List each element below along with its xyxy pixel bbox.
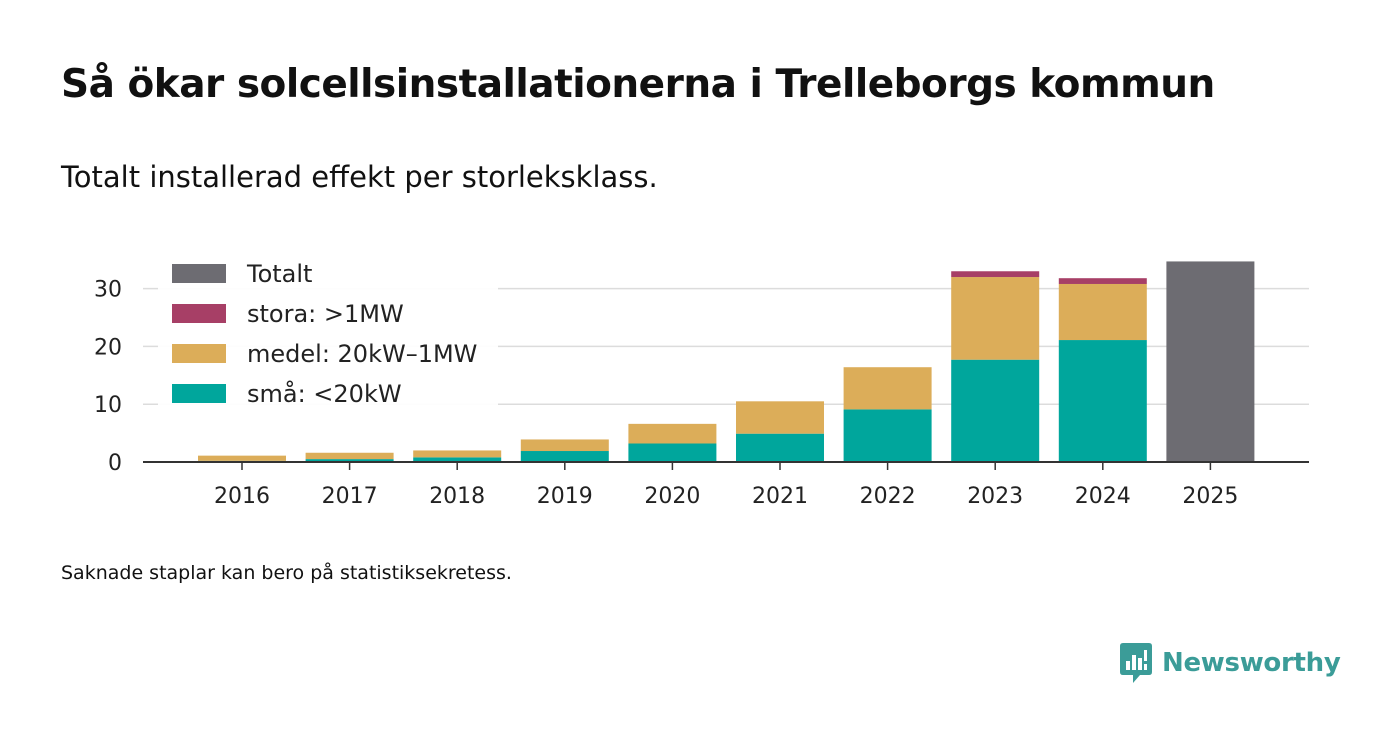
bar-2019-sm-	[520, 451, 609, 462]
chart-subtitle: Totalt installerad effekt per storlekskl…	[61, 160, 658, 194]
bar-2022-medel	[843, 367, 932, 410]
newsworthy-logo-icon	[1120, 643, 1152, 683]
x-tick-label: 2023	[967, 484, 1023, 509]
axes: 0 10 20 30 2016 2017 2018 2019 2020 2021 2022 2023 2…	[94, 278, 1309, 509]
bar-2018-sm-	[413, 457, 502, 462]
bar-2023-sm-	[951, 359, 1040, 462]
legend-label: små: <20kW	[247, 379, 402, 408]
bar-2019-medel	[520, 439, 609, 452]
legend-swatch	[172, 264, 226, 283]
bars	[198, 261, 1255, 462]
footnote: Saknade staplar kan bero på statistiksek…	[61, 562, 512, 584]
chart-title: Så ökar solcellsinstallationerna i Trell…	[61, 62, 1215, 107]
x-tick-label: 2018	[429, 484, 485, 509]
y-tick-label: 30	[94, 278, 122, 303]
legend-label: medel: 20kW–1MW	[247, 340, 477, 368]
x-tick-label: 2025	[1182, 484, 1238, 509]
legend: Totalt stora: >1MW medel: 20kW–1MW små: <20…	[158, 252, 498, 410]
x-tick-label: 2024	[1075, 484, 1131, 509]
legend-label: stora: >1MW	[247, 300, 404, 328]
bar-2025-totalt	[1166, 261, 1255, 462]
y-tick-label: 20	[94, 335, 122, 360]
legend-swatch	[172, 304, 226, 323]
bar-2016-medel	[198, 455, 286, 461]
brand-name: Newsworthy	[1162, 648, 1341, 678]
x-tick-label: 2019	[537, 484, 593, 509]
y-tick-label: 0	[108, 451, 122, 476]
bar-2017-sm-	[305, 459, 394, 462]
legend-swatch	[172, 344, 226, 363]
x-tick-label: 2016	[214, 484, 270, 509]
bar-2018-medel	[413, 450, 502, 458]
bar-2021-medel	[736, 401, 824, 434]
legend-swatch	[172, 384, 226, 403]
bar-2023-medel	[951, 277, 1040, 360]
y-tick-label: 10	[94, 393, 122, 418]
bar-2023-stora	[951, 271, 1040, 278]
x-tick-label: 2020	[644, 484, 700, 509]
bar-2024-medel	[1058, 283, 1147, 341]
bar-2020-sm-	[628, 443, 717, 462]
x-tick-label: 2021	[752, 484, 808, 509]
bar-2017-medel	[305, 452, 394, 460]
brand: Newsworthy	[1118, 642, 1341, 684]
x-tick-label: 2022	[860, 484, 916, 509]
bar-2024-stora	[1058, 278, 1147, 284]
bar-2022-sm-	[843, 409, 932, 462]
x-tick-label: 2017	[322, 484, 378, 509]
bar-2021-sm-	[736, 433, 824, 462]
legend-label: Totalt	[246, 260, 312, 288]
bar-2024-sm-	[1058, 340, 1147, 462]
bar-2020-medel	[628, 423, 717, 444]
